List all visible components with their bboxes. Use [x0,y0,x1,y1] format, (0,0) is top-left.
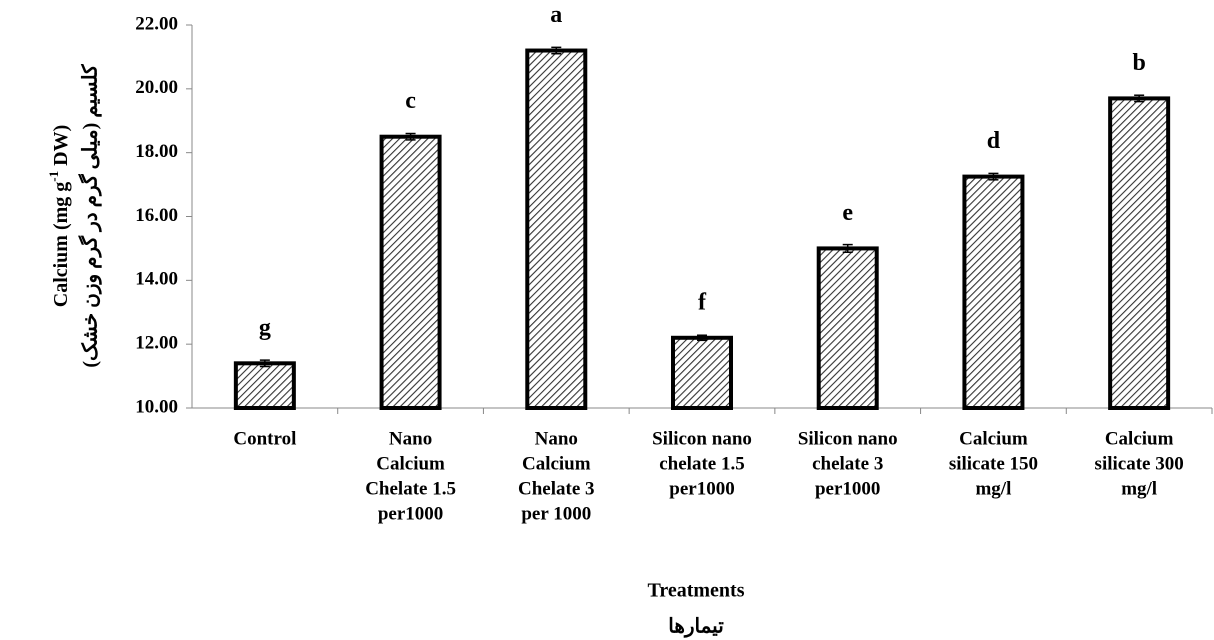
error-bar [551,46,562,55]
x-axis-title: Treatments [647,580,744,602]
y-axis-label-fa: کلسیم (میلی گرم در گرم وزن خشک) [78,64,103,368]
x-tick-label: silicate 150 [949,453,1038,474]
x-tick-label: Chelate 1.5 [365,478,456,499]
x-tick-label: chelate 1.5 [659,453,744,474]
significance-letter: c [405,88,416,114]
bar [962,174,1025,410]
x-tick-label: chelate 3 [812,453,883,474]
y-axis-label: Calcium (mg g-1 DW) [46,125,72,308]
y-axis-title: Calcium (mg g-1 DW) [46,125,72,308]
x-tick-label: mg/l [975,478,1011,499]
x-tick-label: Calcium [959,428,1028,449]
bar [816,246,879,410]
bar [233,361,296,411]
significance-letter: g [259,315,271,341]
x-tick-label: Silicon nano [798,428,898,449]
y-tick-label: 10.00 [135,396,178,417]
x-tick-label: per 1000 [521,503,591,524]
y-tick-label: 16.00 [135,205,178,226]
significance-letter: e [842,200,853,226]
error-bar [988,172,999,181]
error-bar [697,334,707,342]
y-tick-label: 20.00 [135,77,178,98]
bar [379,134,442,410]
x-tick-label: per1000 [378,503,443,524]
bar [671,335,733,410]
x-tick-label: Control [233,428,296,449]
y-tick-label: 18.00 [135,141,178,162]
x-tick-label: silicate 300 [1095,453,1184,474]
y-axis-title-fa: کلسیم (میلی گرم در گرم وزن خشک) [78,64,103,368]
bar [525,48,588,411]
x-tick-label: per1000 [669,478,734,499]
x-tick-label: Calcium [522,453,591,474]
x-tick-label: Chelate 3 [518,478,595,499]
significance-letter: b [1132,50,1145,76]
error-bar [259,359,270,368]
x-tick-label: Calcium [376,453,445,474]
x-tick-label: Silicon nano [652,428,752,449]
significance-letter: f [698,289,707,315]
x-tick-label: Calcium [1105,428,1174,449]
y-tick-label: 14.00 [135,269,178,290]
x-tick-label: Nano [389,428,432,449]
x-axis-title-fa: تیمارها [668,616,724,639]
y-tick-label: 12.00 [135,333,178,354]
significance-letter: d [987,128,1001,154]
x-tick-label: per1000 [815,478,880,499]
significance-letter: a [550,2,562,28]
error-bar [405,132,416,141]
y-tick-label: 22.00 [135,13,178,34]
error-bar [1134,94,1145,103]
bar [1108,96,1171,411]
x-tick-label: mg/l [1121,478,1157,499]
error-bar [842,243,853,253]
x-tick-label: Nano [535,428,578,449]
